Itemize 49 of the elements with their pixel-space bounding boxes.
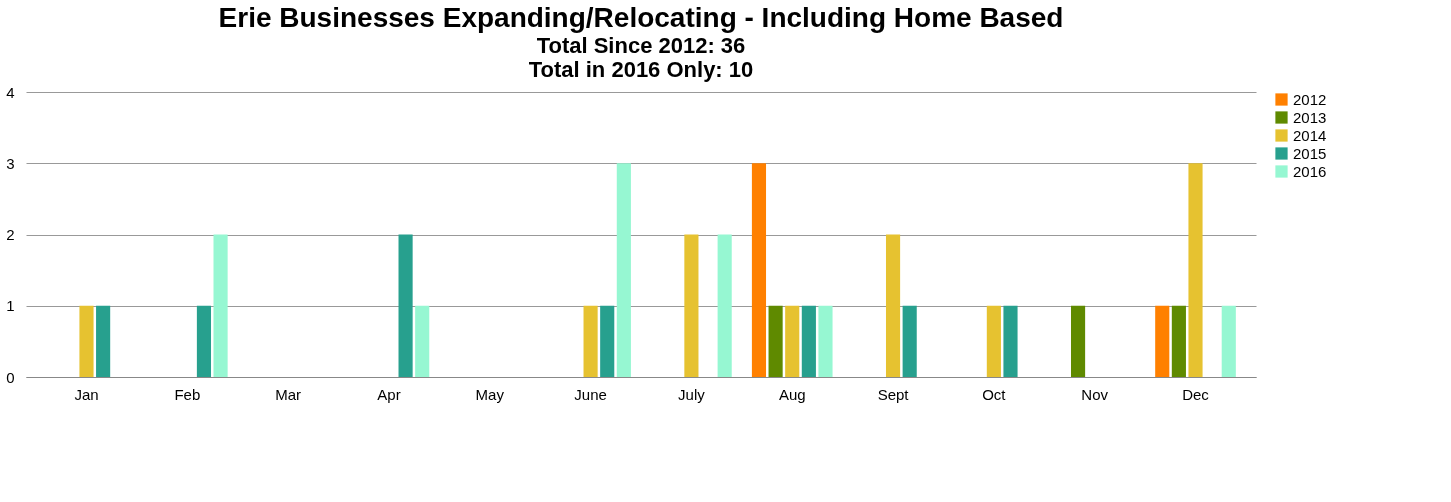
bar: [398, 234, 413, 377]
bar: [785, 305, 800, 377]
y-tick-label: 4: [6, 83, 15, 101]
bar: [1155, 305, 1170, 377]
bar: [583, 305, 598, 377]
bar: [751, 163, 767, 377]
bar: [616, 163, 631, 377]
bar: [1171, 305, 1186, 377]
bar: [96, 305, 111, 377]
y-tick-label: 3: [6, 154, 15, 172]
bar: [213, 234, 228, 377]
y-tick-label: 2: [6, 226, 15, 243]
bar: [768, 305, 783, 377]
bar: [600, 305, 615, 377]
bar: [1003, 305, 1018, 377]
bar: [1188, 163, 1203, 377]
bar: [1221, 305, 1236, 377]
bar: [818, 305, 833, 377]
x-tick-label: Apr: [377, 385, 401, 403]
bar: [717, 234, 732, 377]
legend-label: 2013: [1293, 108, 1327, 126]
chart-title: Erie Businesses Expanding/Relocating - Including Home Based: [218, 2, 1064, 33]
x-tick-label: Aug: [778, 385, 806, 403]
bar: [1070, 305, 1086, 377]
bar: [801, 305, 816, 377]
x-tick-label: June: [574, 385, 607, 403]
x-tick-label: Feb: [174, 385, 201, 403]
x-tick-label: Jan: [74, 385, 99, 403]
bar: [196, 305, 212, 377]
x-tick-label: July: [678, 385, 706, 403]
y-tick-label: 0: [6, 368, 15, 386]
bar: [986, 305, 1001, 377]
x-tick-label: Nov: [1081, 385, 1109, 403]
bar: [885, 234, 901, 377]
x-tick-label: Sept: [877, 385, 910, 403]
legend-label: 2014: [1293, 126, 1327, 144]
x-tick-label: May: [475, 385, 505, 403]
legend-label: 2015: [1293, 144, 1327, 162]
y-tick-label: 1: [6, 297, 15, 315]
legend-label: 2016: [1293, 162, 1327, 180]
x-tick-label: Oct: [982, 385, 1007, 403]
legend-label: 2012: [1293, 90, 1327, 108]
x-tick-label: Dec: [1182, 385, 1210, 403]
bar: [79, 305, 94, 377]
chart-subtitle: Total Since 2012: 36 Total in 2016 Only: 10: [528, 33, 754, 82]
x-tick-label: Mar: [275, 385, 302, 403]
bar: [684, 234, 699, 377]
bar: [902, 305, 917, 377]
bar: [415, 305, 430, 377]
